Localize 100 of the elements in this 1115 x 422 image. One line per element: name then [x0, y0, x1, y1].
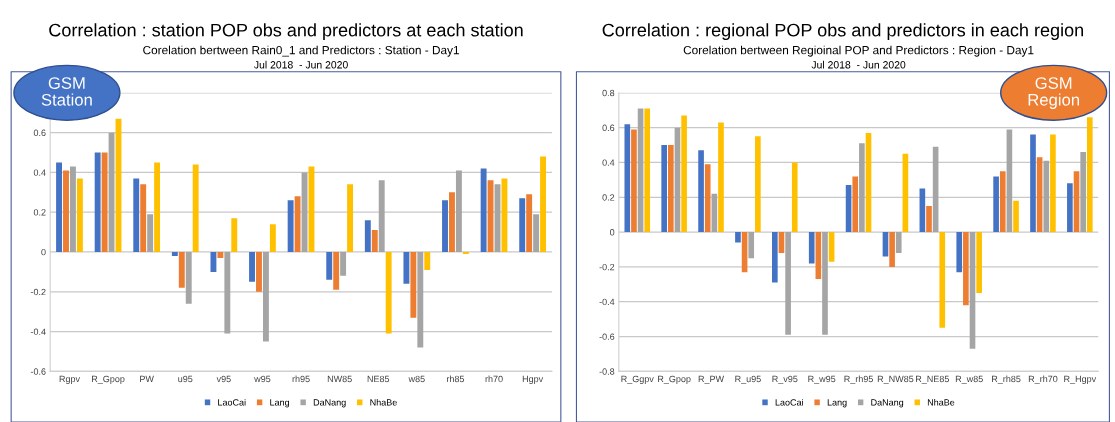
x-tick-label: R_NE85: [915, 375, 949, 384]
bar: [56, 162, 62, 252]
bar: [256, 251, 262, 292]
bar: [101, 152, 108, 252]
bar: [403, 251, 410, 284]
bar: [63, 170, 69, 252]
bar: [192, 164, 199, 252]
y-tick-label: 0.2: [602, 194, 615, 201]
x-tick-label: R_rh70: [1028, 375, 1058, 384]
x-tick-label: R_Ggpv: [621, 375, 654, 384]
y-tick-label: 0.4: [33, 169, 46, 176]
bar: [480, 168, 487, 252]
bar: [772, 232, 778, 283]
x-tick-label: rh70: [485, 375, 503, 383]
text: Correlation : station POP obs and predictors at each station: [49, 23, 523, 41]
x-tick-label: u95: [178, 375, 193, 383]
bar: [94, 152, 101, 252]
bar: [889, 232, 895, 267]
bar: [249, 251, 255, 282]
legend-label: Lang: [270, 399, 290, 408]
y-tick-label: 0.6: [602, 124, 615, 132]
bar: [1043, 160, 1050, 233]
bar: [976, 232, 982, 294]
bar: [748, 232, 755, 259]
y-tick-label: -0.6: [599, 333, 615, 340]
bar: [262, 251, 269, 342]
bar: [631, 129, 637, 233]
bar: [755, 136, 761, 233]
bar: [791, 162, 798, 233]
bar: [926, 205, 932, 233]
bar: [269, 224, 276, 252]
bar: [410, 251, 417, 318]
bar: [224, 251, 231, 334]
bar: [540, 156, 546, 252]
bar: [487, 180, 494, 252]
y-tick-label: -0.2: [30, 288, 46, 296]
bar: [993, 176, 999, 233]
bar: [735, 232, 741, 243]
bar: [1067, 183, 1073, 233]
legend-label: DaNang: [313, 399, 346, 408]
x-tick-label: v95: [216, 375, 231, 383]
bar: [956, 232, 963, 273]
bar: [533, 214, 540, 252]
y-tick-label: -0.2: [599, 263, 615, 271]
x-tick-label: R_u95: [735, 375, 761, 384]
x-tick-label: R_w85: [955, 375, 983, 384]
bar: [326, 251, 333, 280]
legend-label: LaoCai: [775, 398, 803, 406]
bar: [294, 196, 301, 252]
x-tick-label: rh95: [292, 375, 310, 383]
bar: [852, 176, 859, 233]
bar: [69, 166, 76, 252]
x-tick-label: R_Gpop: [92, 375, 125, 384]
bar: [371, 230, 378, 252]
bar: [340, 251, 347, 276]
bar: [999, 171, 1006, 233]
bar: [939, 232, 946, 328]
bar: [455, 170, 462, 252]
bar: [828, 232, 835, 262]
y-tick-label: 0.6: [33, 129, 46, 136]
bar: [385, 251, 392, 334]
x-tick-label: R_w95: [808, 375, 836, 384]
y-tick-label: -0.6: [30, 368, 46, 375]
bar: [1050, 134, 1056, 233]
y-tick-label: 0.4: [602, 159, 615, 166]
bar: [963, 232, 969, 306]
annotation: GSM Region: [1028, 77, 1079, 109]
annotation: GSM Station: [41, 77, 92, 106]
bar: [217, 251, 224, 258]
y-tick-label: 0.8: [602, 89, 615, 97]
bar: [668, 145, 674, 233]
bar: [624, 124, 631, 233]
bar: [364, 220, 371, 252]
x-tick-label: R_Hgpv: [1064, 375, 1097, 384]
x-tick-label: NE85: [367, 375, 390, 383]
x-tick-label: w85: [408, 375, 425, 383]
bar: [378, 180, 385, 252]
bar: [1030, 134, 1036, 233]
chart-title: Corelation bertween Rain0_1 and Predictors : Station - Day1: [143, 45, 459, 57]
chart-subtitle: Jul 2018 - Jun 2020: [254, 60, 348, 69]
chart-title: Corelation bertween Regioinal POP and Predictors : Region - Day1: [683, 45, 1034, 57]
bar: [347, 184, 354, 252]
bar: [704, 164, 711, 233]
bar: [147, 214, 154, 252]
bar: [698, 150, 704, 233]
y-tick-label: 0: [609, 229, 615, 236]
x-tick-label: R_Gpop: [658, 375, 691, 384]
bar: [859, 143, 865, 233]
bar: [1086, 117, 1093, 233]
bar: [519, 198, 526, 252]
bar: [333, 251, 340, 290]
legend-label: Lang: [827, 399, 847, 408]
bar: [287, 200, 294, 252]
bar: [154, 162, 161, 252]
bar: [210, 251, 217, 272]
y-tick-label: 0: [41, 248, 46, 256]
x-tick-label: R_v95: [772, 375, 798, 384]
bar: [644, 108, 651, 233]
y-tick-label: -0.4: [30, 328, 46, 335]
bar: [424, 251, 431, 270]
